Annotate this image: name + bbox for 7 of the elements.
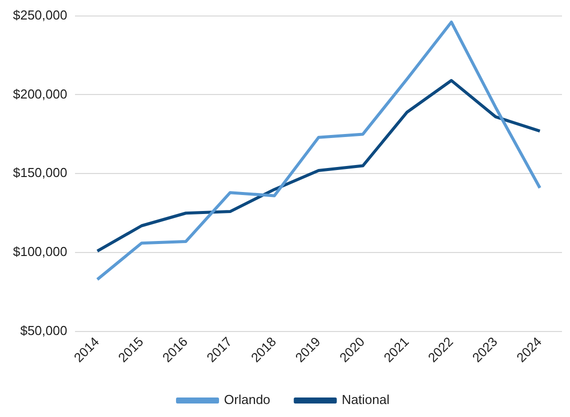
y-tick-label: $100,000 bbox=[12, 244, 68, 260]
legend-label: Orlando bbox=[224, 392, 270, 408]
y-tick-label: $50,000 bbox=[20, 323, 68, 338]
y-tick-label: $250,000 bbox=[12, 7, 68, 22]
y-tick-label: $150,000 bbox=[12, 165, 68, 180]
y-tick-label: $200,000 bbox=[12, 86, 68, 102]
legend-label: National bbox=[342, 392, 390, 408]
